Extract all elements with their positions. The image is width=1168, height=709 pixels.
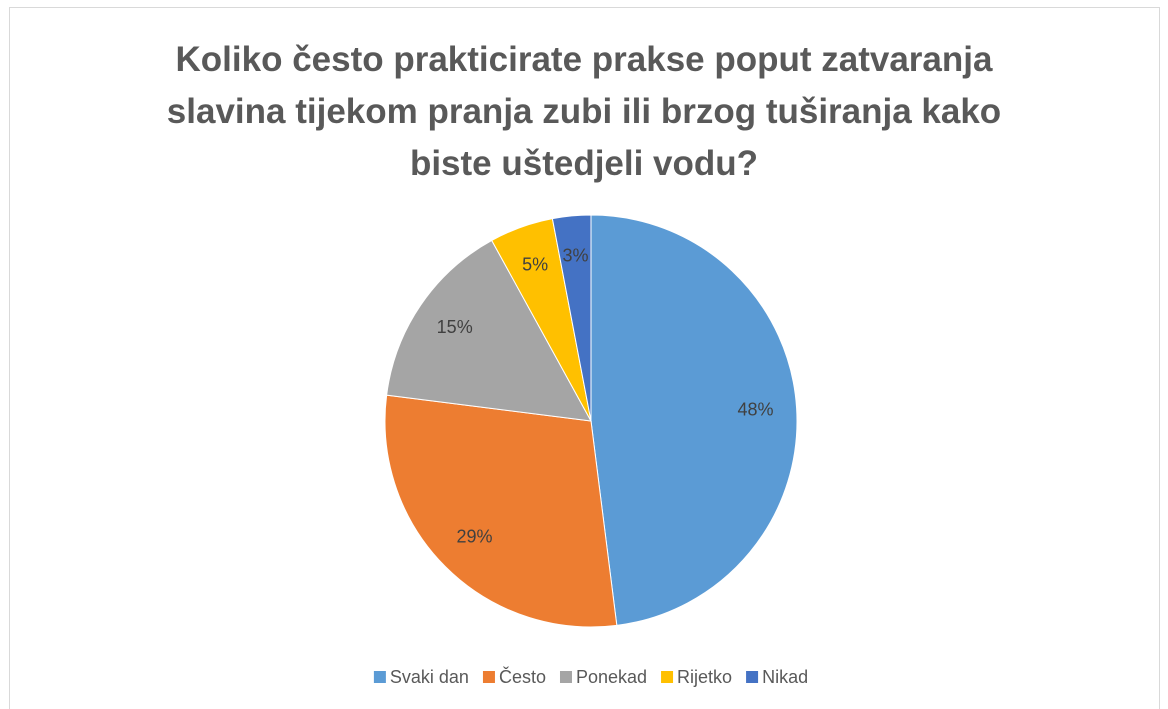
- pie-slice: [384, 394, 618, 628]
- chart-border: [9, 7, 1160, 709]
- chart-title: Koliko često prakticirate prakse poput z…: [166, 40, 1002, 183]
- data-label: 5%: [522, 255, 548, 275]
- data-label: 48%: [737, 399, 773, 419]
- legend-label: Rijetko: [677, 667, 732, 687]
- legend-swatch: [482, 671, 495, 683]
- legend-swatch: [746, 671, 759, 683]
- legend-swatch: [661, 671, 674, 683]
- pie-slice: [590, 214, 798, 626]
- legend-label: Često: [499, 666, 546, 687]
- legend-label: Ponekad: [576, 667, 647, 687]
- legend-swatch: [373, 671, 386, 683]
- data-label: 15%: [437, 317, 473, 337]
- pie-slice: [386, 239, 592, 422]
- data-label: 3%: [562, 246, 588, 266]
- legend-swatch: [559, 671, 572, 683]
- pie-slice: [551, 214, 592, 422]
- legend-label: Svaki dan: [390, 667, 469, 687]
- legend-label: Nikad: [762, 667, 808, 687]
- data-label: 29%: [456, 526, 492, 546]
